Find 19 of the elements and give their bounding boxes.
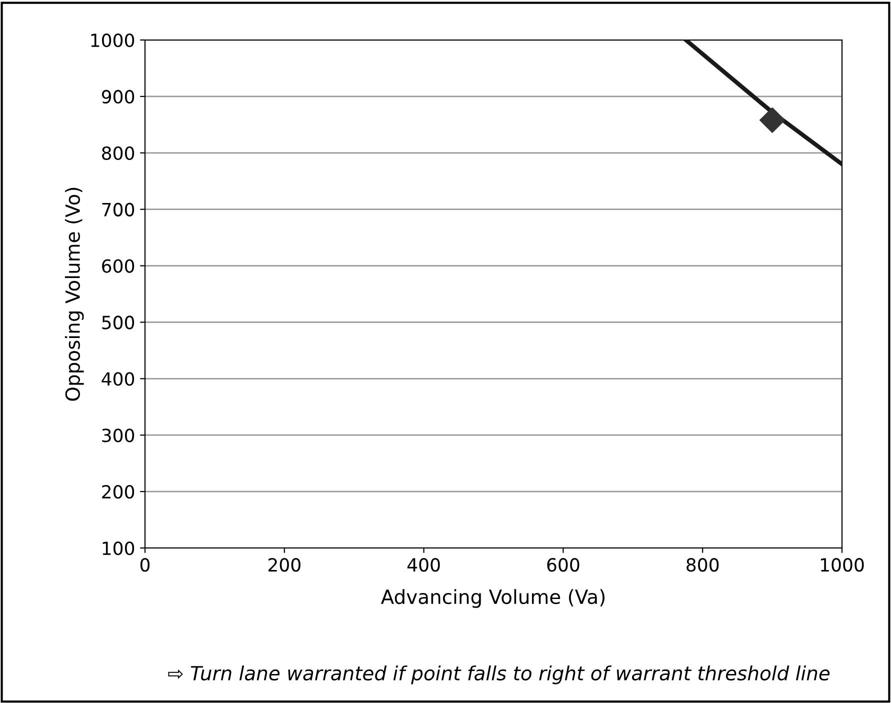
y-axis-title: Opposing Volume (Vo): [64, 188, 84, 401]
text: ⇨ Turn lane warranted if point falls to right of warrant threshold line: [168, 665, 830, 684]
y-tick-label: 700: [102, 202, 134, 216]
x-tick-label: 400: [407, 558, 440, 572]
y-tick-label: 500: [102, 316, 134, 330]
x-axis-title: Advancing Volume (Va): [380, 589, 605, 608]
x-tick-label: 1000: [821, 558, 864, 572]
y-tick-label: 100: [102, 541, 134, 556]
y-tick-label: 200: [102, 485, 134, 499]
y-tick-label: 1000: [91, 33, 134, 48]
x-tick-label: 0: [140, 558, 150, 572]
x-tick-label: 800: [686, 558, 719, 572]
y-tick-label: 600: [102, 259, 134, 273]
x-tick-label: 600: [547, 558, 580, 572]
y-tick-label: 900: [102, 90, 134, 104]
y-tick-label: 300: [102, 428, 134, 442]
y-tick-label: 800: [102, 146, 134, 160]
x-tick-label: 200: [268, 558, 300, 572]
y-tick-label: 400: [102, 372, 134, 386]
